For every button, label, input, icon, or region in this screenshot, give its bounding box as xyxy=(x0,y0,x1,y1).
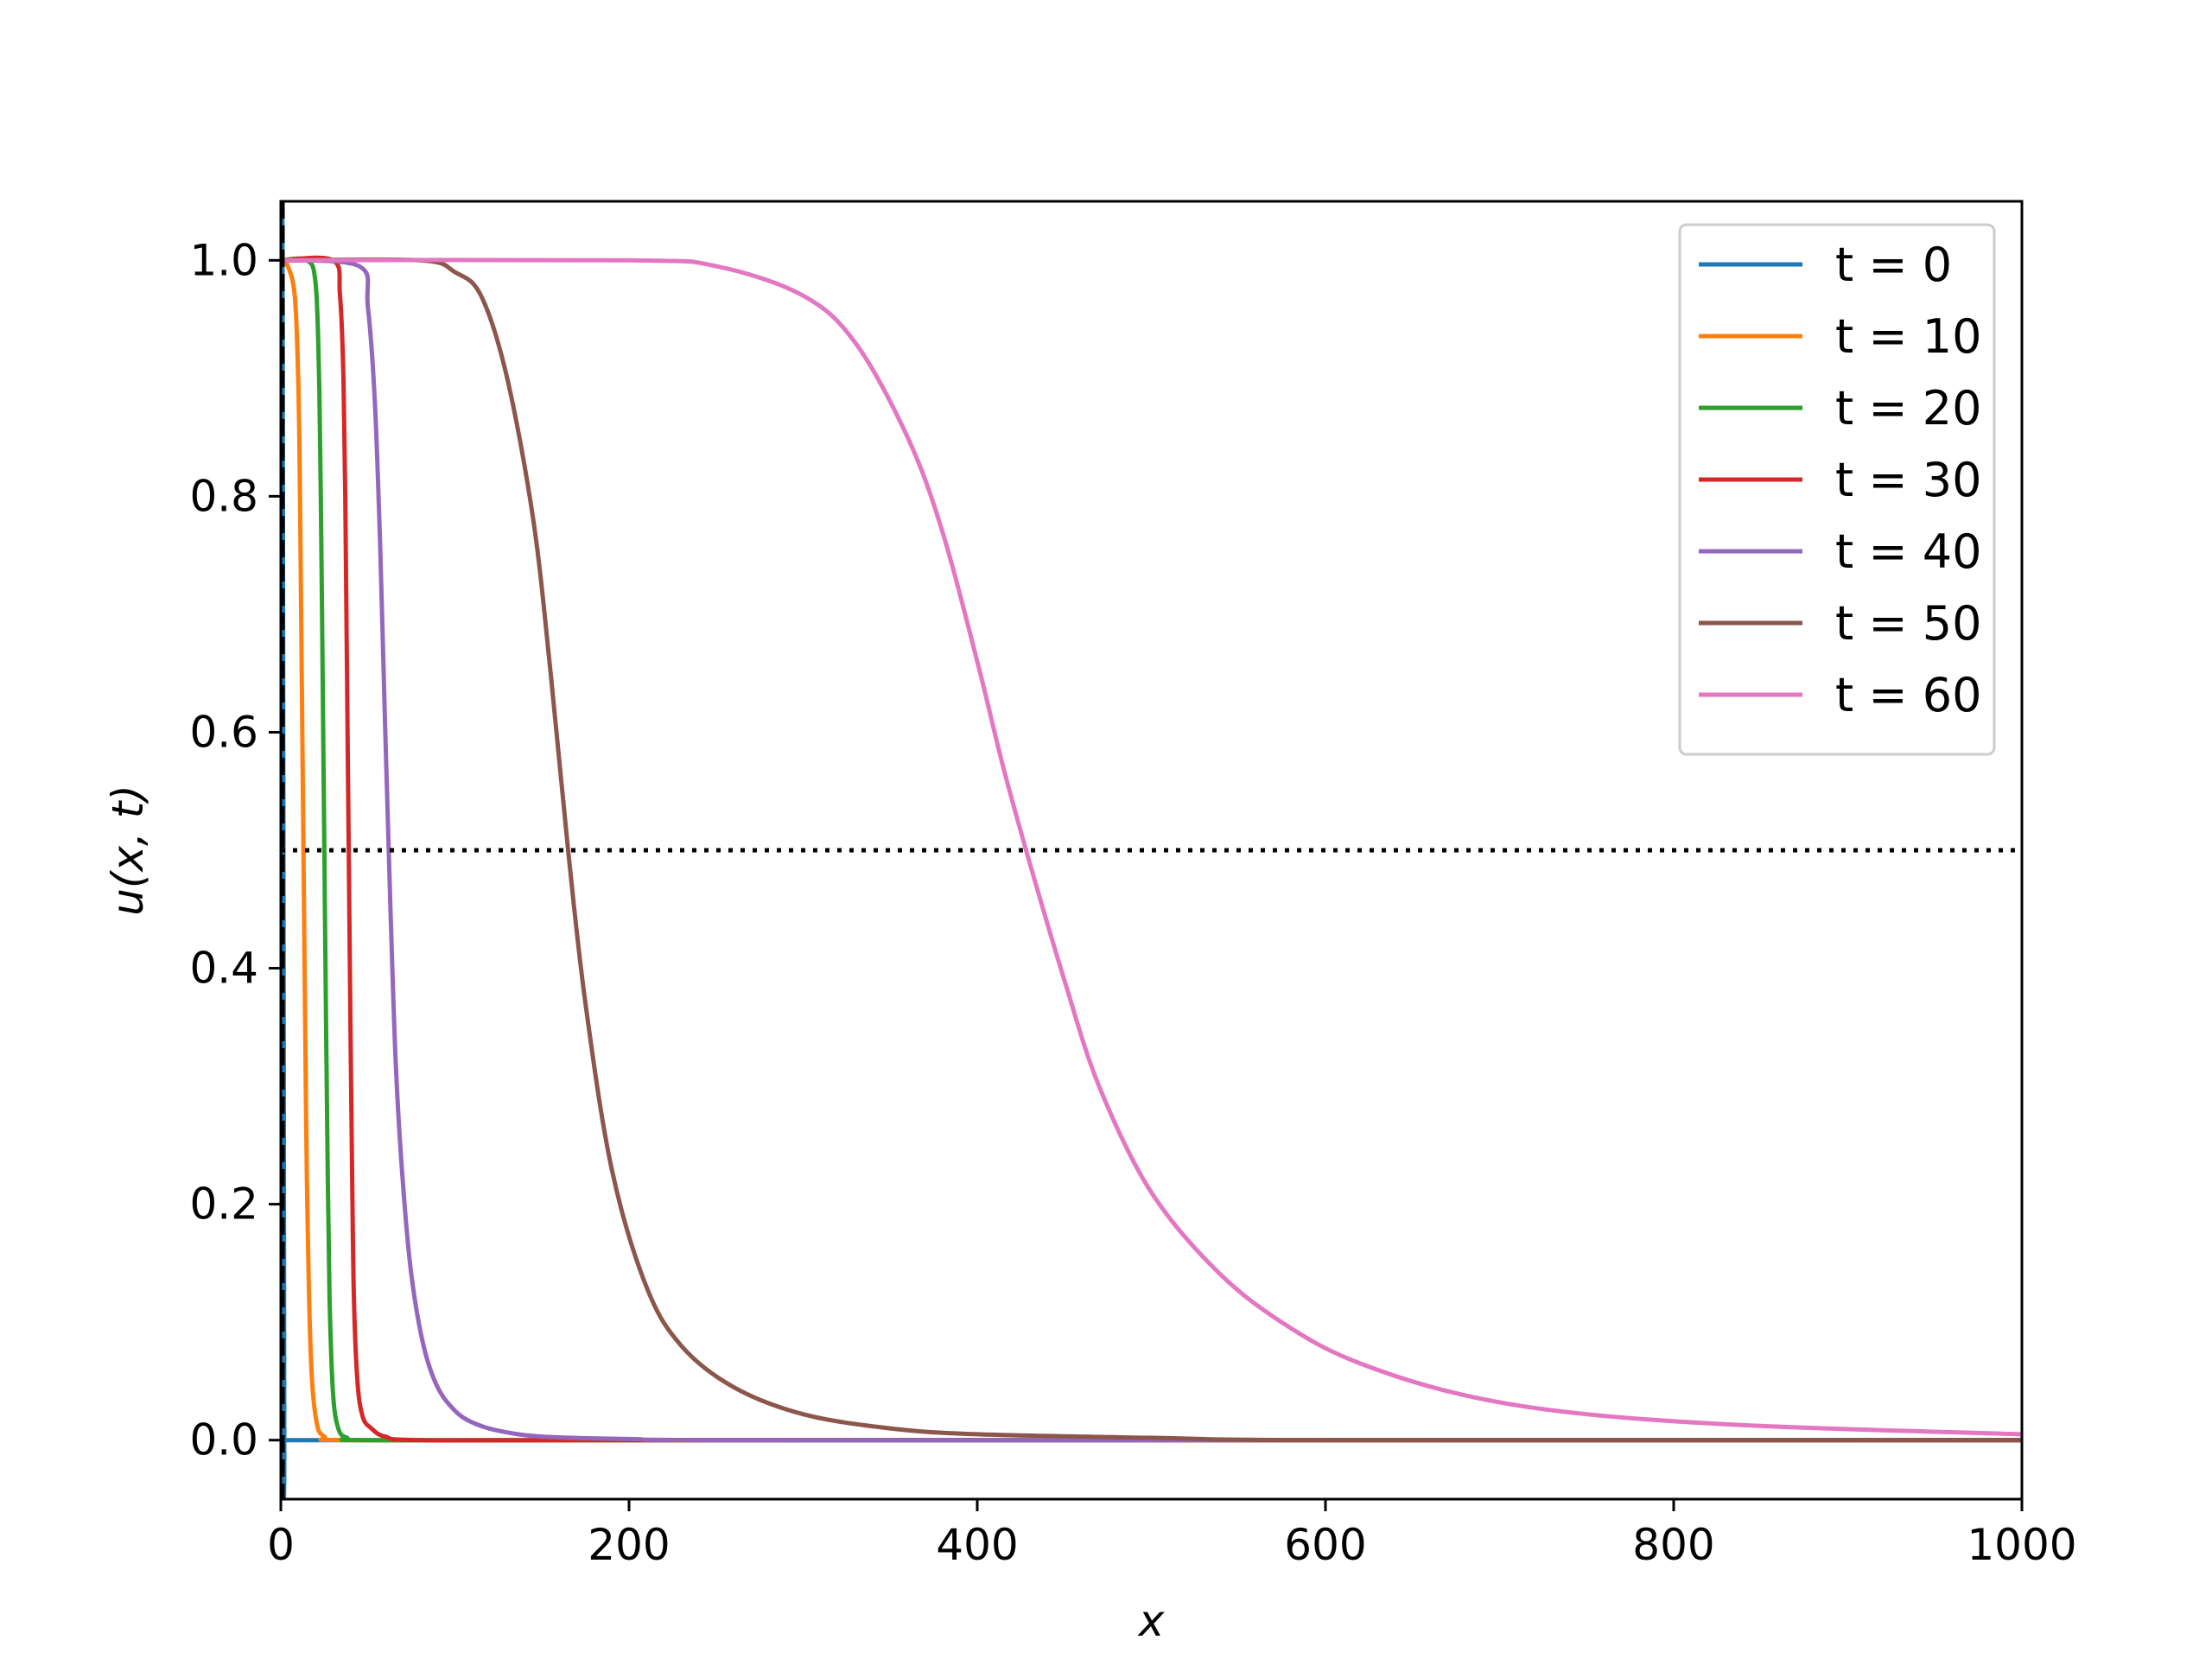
series-line-5 xyxy=(281,257,2022,1443)
legend-label: t = 50 xyxy=(1835,596,1981,651)
series-line-4 xyxy=(281,257,2022,1443)
legend-label: t = 30 xyxy=(1835,453,1981,507)
x-tick-label: 400 xyxy=(936,1520,1018,1570)
x-axis-label: x xyxy=(1137,1596,1165,1646)
y-tick-label: 0.4 xyxy=(189,944,258,994)
y-tick-label: 0.0 xyxy=(189,1415,258,1465)
y-tick-label: 0.6 xyxy=(189,707,258,757)
x-tick-label: 200 xyxy=(588,1520,670,1570)
x-tick-label: 1000 xyxy=(1967,1520,2076,1570)
y-tick-label: 1.0 xyxy=(189,235,258,285)
legend-label: t = 40 xyxy=(1835,524,1981,579)
y-tick-label: 0.2 xyxy=(189,1179,258,1230)
x-tick-label: 800 xyxy=(1632,1520,1714,1570)
legend-label: t = 0 xyxy=(1835,238,1952,292)
legend-label: t = 20 xyxy=(1835,381,1981,435)
series-line-6 xyxy=(281,257,2022,1437)
x-tick-label: 600 xyxy=(1284,1520,1366,1570)
legend-label: t = 10 xyxy=(1835,309,1981,364)
legend-label: t = 60 xyxy=(1835,668,1981,722)
axis-ticks: 0 200 400 600 800 1000 0.0 0.2 0.4 0.6 0.8 1.0 xyxy=(189,235,2076,1570)
plot-area xyxy=(281,201,2022,1499)
x-tick-label: 0 xyxy=(267,1520,295,1570)
plot-content xyxy=(281,201,2022,1499)
y-axis-label: u(x, t) xyxy=(103,785,153,916)
y-tick-label: 0.8 xyxy=(189,471,258,521)
legend: t = 0 t = 10 t = 20 t = 30 t = 40 t = 50 t = 6… xyxy=(1678,223,1996,756)
axes-frame xyxy=(279,200,2024,1501)
